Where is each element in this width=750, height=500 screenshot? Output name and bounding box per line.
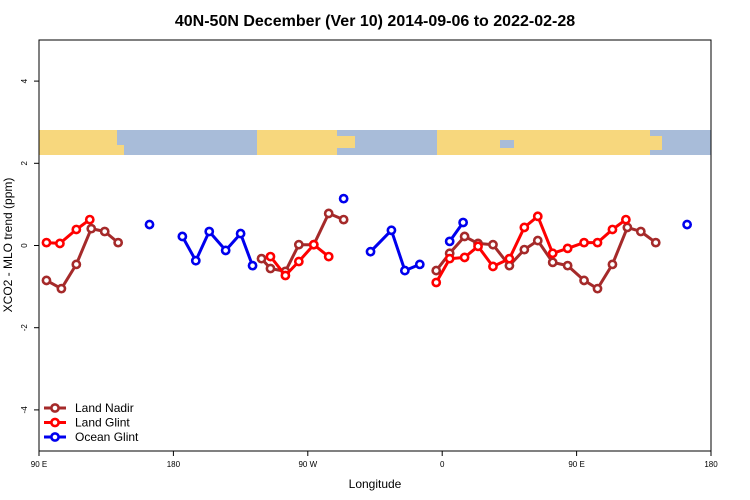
- data-point: [519, 244, 530, 255]
- data-point: [71, 224, 82, 235]
- data-point: [308, 239, 319, 250]
- data-point: [458, 217, 469, 228]
- data-point: [459, 252, 470, 263]
- data-point: [323, 208, 334, 219]
- data-point: [99, 226, 110, 237]
- data-point: [56, 283, 67, 294]
- data-point: [86, 223, 97, 234]
- data-point: [293, 256, 304, 267]
- data-point: [41, 237, 52, 248]
- x-axis-label: Longitude: [349, 477, 402, 491]
- data-point: [431, 265, 442, 276]
- x-tick-label: 0: [440, 460, 445, 469]
- data-point: [204, 226, 215, 237]
- legend-marker: [50, 403, 60, 413]
- y-tick-label: 0: [20, 243, 29, 248]
- data-point: [532, 235, 543, 246]
- data-point: [579, 237, 589, 248]
- data-point: [177, 231, 188, 242]
- legend-label: Ocean Glint: [75, 430, 139, 444]
- data-point: [256, 253, 267, 264]
- series-line: [46, 214, 627, 284]
- data-point: [607, 259, 618, 270]
- data-point: [414, 259, 425, 270]
- data-point: [562, 243, 573, 254]
- data-point: [592, 283, 603, 294]
- data-point: [71, 259, 82, 270]
- chart-title: 40N-50N December (Ver 10) 2014-09-06 to …: [175, 13, 575, 30]
- data-point: [444, 236, 455, 247]
- data-point: [220, 245, 231, 256]
- data-point: [55, 238, 65, 249]
- legend-label: Land Glint: [75, 416, 130, 430]
- data-point: [607, 224, 618, 235]
- data-point: [592, 237, 603, 248]
- data-point: [562, 260, 573, 271]
- data-point: [635, 226, 646, 237]
- data-point: [280, 270, 291, 281]
- data-point: [113, 237, 124, 248]
- x-tick-label: 90 E: [568, 460, 584, 469]
- data-point: [519, 222, 530, 233]
- data-point: [84, 214, 95, 225]
- map-land: [39, 130, 117, 155]
- legend-marker: [50, 432, 60, 442]
- data-point: [265, 251, 276, 262]
- y-tick-label: -4: [20, 406, 29, 414]
- data-point: [323, 251, 334, 262]
- data-point: [650, 237, 661, 248]
- data-point: [620, 214, 631, 225]
- data-point: [622, 222, 633, 233]
- data-point: [504, 253, 515, 264]
- x-tick-label: 180: [704, 460, 718, 469]
- y-tick-label: -2: [20, 324, 29, 332]
- legend-label: Land Nadir: [75, 401, 134, 415]
- x-tick-label: 90 W: [298, 460, 317, 469]
- data-point: [338, 214, 349, 225]
- x-tick-label: 180: [167, 460, 181, 469]
- data-point: [265, 263, 276, 274]
- data-point: [365, 246, 376, 257]
- data-point: [399, 265, 410, 276]
- data-point: [41, 275, 52, 286]
- x-tick-label: 90 E: [31, 460, 47, 469]
- data-point: [488, 239, 498, 250]
- data-point: [459, 231, 470, 242]
- data-point: [190, 255, 201, 266]
- data-point: [247, 260, 258, 271]
- legend-marker: [50, 417, 60, 428]
- data-point: [235, 228, 246, 239]
- data-point: [144, 219, 155, 230]
- data-point: [386, 225, 397, 236]
- map-land: [257, 130, 337, 155]
- map-land: [337, 136, 355, 148]
- data-point: [547, 257, 558, 268]
- data-point: [488, 261, 498, 272]
- map-strip: [39, 130, 711, 155]
- data-point: [532, 211, 543, 222]
- data-point: [444, 253, 455, 264]
- data-point: [293, 239, 304, 250]
- map-sea: [500, 140, 514, 148]
- map-land: [648, 136, 662, 150]
- data-point: [431, 277, 442, 288]
- data-point: [682, 219, 693, 230]
- y-tick-label: 4: [20, 78, 29, 83]
- map-land: [437, 130, 650, 155]
- data-point: [547, 248, 558, 259]
- y-axis-label: XCO2 - MLO trend (ppm): [1, 178, 15, 313]
- map-land: [112, 145, 124, 155]
- y-tick-label: 2: [20, 161, 29, 166]
- data-point: [579, 275, 589, 286]
- data-point: [338, 193, 349, 204]
- data-point: [473, 241, 483, 252]
